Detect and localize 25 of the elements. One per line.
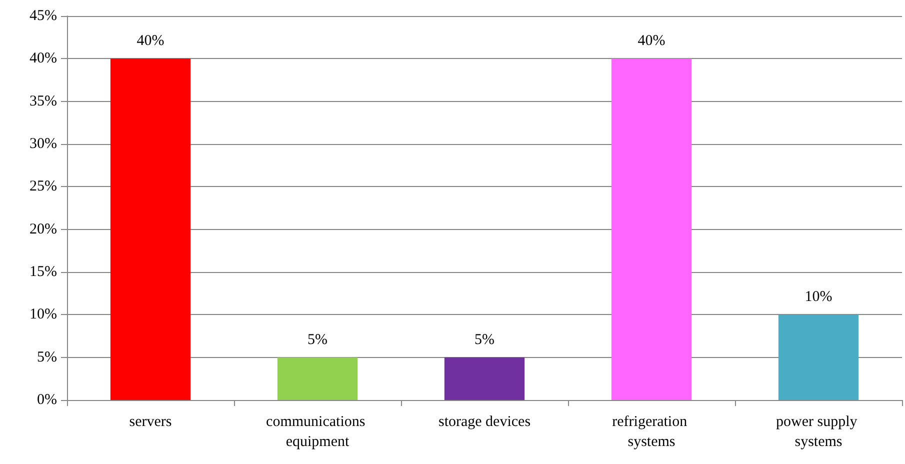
bar xyxy=(444,357,525,400)
x-tick-label: servers xyxy=(129,414,172,430)
y-tick-label: 40% xyxy=(30,50,57,67)
y-tick-label: 0% xyxy=(37,392,57,408)
y-tick-label: 20% xyxy=(30,221,57,238)
y-tick-label: 45% xyxy=(30,8,57,24)
y-tick-label: 15% xyxy=(30,264,57,280)
y-tick-label: 25% xyxy=(30,178,57,195)
data-label: 5% xyxy=(308,332,328,348)
x-tick-label: storage devices xyxy=(438,414,531,430)
x-tick-label: communications equipment xyxy=(266,414,369,450)
y-tick-label: 10% xyxy=(30,306,57,323)
x-tick-label: refrigeration systems xyxy=(612,414,691,450)
y-tick-label: 35% xyxy=(30,93,57,110)
bar xyxy=(778,314,859,400)
bar xyxy=(277,357,358,400)
data-label: 5% xyxy=(474,332,494,348)
y-tick-label: 30% xyxy=(30,136,57,152)
x-tick-label: power supply systems xyxy=(776,414,861,450)
data-label: 40% xyxy=(638,33,666,50)
bar xyxy=(110,58,191,400)
y-tick-label: 5% xyxy=(37,349,57,366)
data-label: 40% xyxy=(136,33,164,50)
data-label: 10% xyxy=(804,289,832,306)
bar xyxy=(611,58,692,400)
